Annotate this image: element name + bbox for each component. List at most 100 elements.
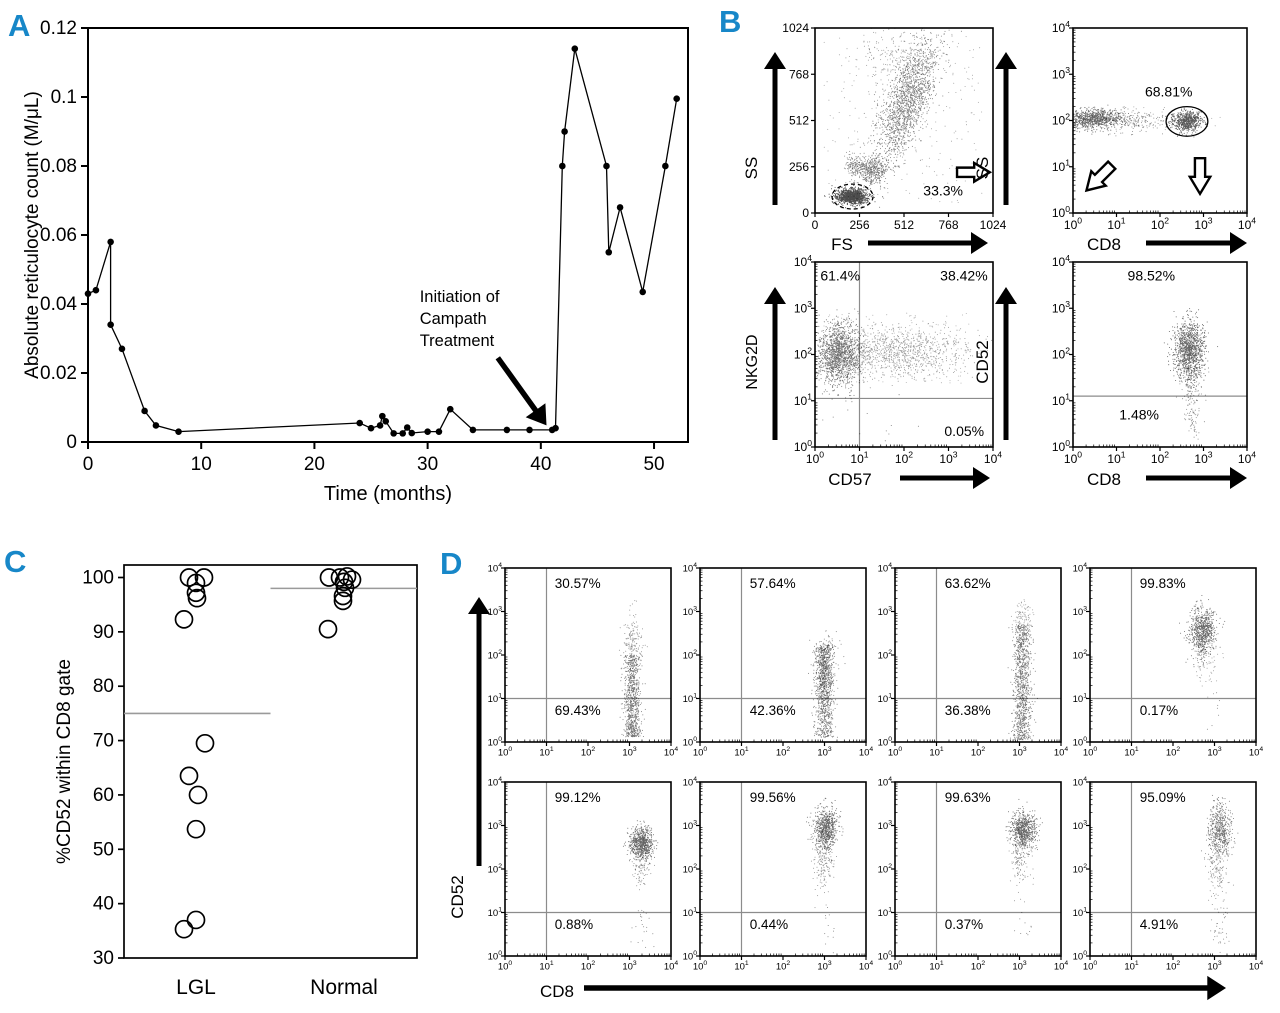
annotation-line: Initiation of (420, 288, 500, 306)
strip-point (186, 819, 206, 839)
scatter-cloud (630, 909, 655, 948)
y-axis-title: Absolute reticulocyte count (M/μL) (22, 91, 43, 379)
annotation-arrow (495, 356, 547, 426)
log-tick-label: 101 (1073, 907, 1088, 919)
log-tick-label: 101 (878, 907, 893, 919)
log-tick-label: 101 (850, 450, 868, 466)
strip-point (330, 568, 350, 587)
log-tick-label: 100 (1064, 450, 1082, 466)
y-tick-label: 512 (789, 114, 809, 128)
log-tick-label: 102 (683, 863, 698, 875)
scatter-cloud (810, 812, 844, 909)
log-tick-label: 103 (622, 960, 637, 972)
log-tick-label: 101 (1052, 392, 1070, 408)
percent-label: 99.83% (1140, 576, 1186, 591)
scatter-cloud (848, 152, 900, 199)
x-tick-label: 1024 (980, 218, 1007, 232)
scatter-cloud (815, 308, 874, 411)
percent-label: 38.42% (940, 268, 987, 284)
x-tick-label: 10 (191, 454, 212, 475)
strip-point (318, 619, 338, 639)
y-tick-label: 50 (93, 839, 114, 860)
data-point (399, 430, 407, 437)
log-tick-label: 101 (1073, 693, 1088, 705)
percent-label: 57.64% (750, 576, 796, 591)
log-tick-label: 100 (1073, 736, 1088, 748)
x-tick-label: 40 (530, 454, 551, 475)
log-tick-label: 103 (794, 299, 812, 315)
log-tick-label: 100 (888, 960, 903, 972)
x-tick-label: 512 (894, 218, 914, 232)
data-point (175, 428, 182, 435)
strip-point (333, 586, 353, 606)
percent-label: 99.56% (750, 790, 796, 805)
annotation-line: Campath (420, 310, 487, 328)
scatter-cloud (619, 654, 646, 738)
scatter-cloud (808, 643, 846, 739)
log-tick-label: 102 (1166, 960, 1181, 972)
data-point (152, 422, 160, 429)
data-point (559, 162, 566, 170)
percent-label: 63.62% (945, 576, 991, 591)
y-tick-label: 70 (93, 731, 114, 752)
data-point (403, 424, 411, 431)
scatter-cloud (1203, 797, 1234, 921)
log-tick-label: 100 (888, 746, 903, 758)
data-point (376, 422, 384, 429)
percent-label: 99.63% (945, 790, 991, 805)
log-tick-label: 102 (1166, 746, 1181, 758)
scatter-cloud (618, 600, 648, 671)
y-axis-title: NKG2D (744, 334, 761, 389)
log-tick-label: 104 (1073, 562, 1088, 574)
scatter-cloud (1008, 813, 1036, 903)
panel-b-letter: B (719, 4, 742, 39)
log-tick-label: 101 (488, 907, 503, 919)
y-axis-arrow (995, 52, 1017, 205)
y-tick-label: 1024 (782, 21, 809, 35)
x-axis-title: CD8 (540, 982, 574, 1001)
strip-point (186, 573, 206, 593)
x-tick-label: 768 (938, 218, 958, 232)
scatter-cloud (845, 27, 951, 116)
log-tick-label: 100 (1073, 950, 1088, 962)
data-point (639, 288, 647, 296)
scatter-cloud (630, 829, 656, 891)
log-tick-label: 103 (1194, 450, 1212, 466)
log-tick-label: 103 (939, 450, 957, 466)
data-point (118, 345, 126, 353)
plot-frame (1072, 261, 1248, 448)
strip-point (179, 766, 199, 786)
category-label: LGL (176, 976, 216, 999)
log-tick-label: 100 (1052, 204, 1070, 220)
log-tick-label: 101 (1107, 450, 1125, 466)
log-tick-label: 104 (859, 960, 874, 972)
log-tick-label: 102 (1151, 216, 1169, 232)
log-tick-label: 104 (1238, 450, 1256, 466)
log-tick-label: 102 (581, 960, 596, 972)
log-tick-label: 100 (1064, 216, 1082, 232)
log-tick-label: 102 (1073, 863, 1088, 875)
scatter-cloud (1206, 692, 1220, 730)
log-tick-label: 104 (1249, 960, 1264, 972)
log-tick-label: 101 (734, 746, 749, 758)
data-point (603, 162, 610, 170)
log-tick-label: 101 (1124, 746, 1139, 758)
percent-label: 98.52% (1128, 268, 1175, 284)
x-tick-label: 0 (83, 454, 94, 475)
log-tick-label: 101 (734, 960, 749, 972)
scatter-cloud (822, 394, 919, 442)
y-axis-title: SS (742, 157, 761, 180)
log-tick-label: 104 (683, 562, 698, 574)
scatter-cloud (1182, 378, 1205, 447)
x-axis-arrow (1146, 232, 1247, 254)
strip-point (195, 733, 215, 753)
percent-label: 36.38% (945, 703, 991, 718)
scatter-cloud (1075, 106, 1221, 132)
strip-point (174, 610, 194, 629)
y-tick-label: 0 (802, 206, 809, 220)
